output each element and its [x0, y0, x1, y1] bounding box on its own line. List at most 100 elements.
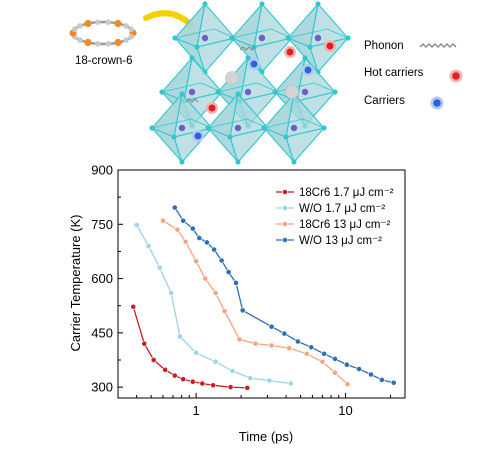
carbon-atom [95, 19, 101, 26]
data-point [332, 369, 338, 376]
vertex-atom [229, 35, 235, 41]
vertex-atom [307, 44, 313, 50]
data-point [171, 372, 178, 379]
legend-carriers-label: Carriers [364, 95, 405, 107]
series-layer [130, 204, 397, 391]
legend-swatch-marker [282, 189, 288, 195]
data-point [233, 279, 239, 286]
octahedron-icon [172, 1, 238, 75]
vertex-atom [172, 35, 178, 41]
data-point [168, 290, 174, 296]
metal-atom [201, 34, 209, 42]
carbon-atom [105, 19, 111, 26]
data-point [287, 380, 294, 387]
cation-sphere-icon [225, 71, 239, 85]
series-line [174, 207, 394, 384]
data-point [202, 275, 209, 282]
data-point [182, 238, 189, 245]
data-point [130, 303, 137, 310]
data-point [189, 225, 196, 232]
vertex-atom [227, 134, 233, 140]
series-2 [160, 217, 351, 388]
octahedron-edge [151, 118, 192, 129]
data-point [180, 376, 187, 383]
vertex-atom [291, 159, 297, 165]
plot-frame [117, 169, 406, 399]
vertex-atom [179, 159, 185, 165]
blue-sphere-icon [430, 96, 444, 110]
data-point [218, 257, 225, 264]
series-3 [171, 204, 397, 386]
octahedron-edge [313, 82, 336, 93]
data-point [193, 349, 199, 356]
data-point [211, 246, 217, 253]
legend-phonon-label: Phonon [364, 40, 404, 52]
data-point [174, 226, 181, 233]
data-point [266, 377, 273, 384]
vertex-atom [345, 35, 351, 41]
y-axis-title: Carrier Temperature (K) [68, 214, 83, 351]
vertex-atom [272, 89, 278, 95]
data-point [239, 307, 246, 314]
oxygen-atom [114, 38, 122, 47]
data-point [244, 384, 251, 391]
molecule-label: 18-crown-6 [75, 55, 133, 67]
data-point [203, 239, 210, 246]
data-point [378, 376, 385, 383]
legend-entry-label: 18Cr6 13 μJ cm⁻² [299, 219, 390, 231]
data-point [227, 384, 234, 390]
y-tick-label: 750 [91, 217, 113, 232]
data-point [199, 380, 206, 387]
data-point [150, 357, 157, 363]
vertex-atom [302, 55, 308, 61]
data-point [193, 258, 199, 265]
legend-entry-label: 18Cr6 1.7 μJ cm⁻² [299, 187, 394, 199]
data-point [221, 308, 228, 314]
octahedron-face [285, 127, 326, 164]
red-sphere-icon [449, 69, 463, 83]
vertex-atom [245, 55, 251, 61]
vertex-atom [205, 125, 211, 131]
metal-atom [258, 34, 266, 42]
legend-swatch-marker [282, 221, 288, 227]
metal-atom [290, 124, 298, 132]
octahedron-edge [263, 118, 304, 129]
carbon-atom [95, 41, 101, 47]
x-tick-label: 1 [193, 403, 200, 418]
data-point [247, 375, 254, 381]
carrier-sphere-icon [250, 60, 258, 68]
carbon-atom [72, 26, 78, 32]
data-point [286, 345, 293, 351]
carbon-atom [128, 26, 134, 32]
carbon-atom [77, 23, 83, 29]
metal-atom [244, 88, 252, 96]
oxygen-atom [114, 19, 122, 28]
data-point [180, 217, 187, 224]
axis-ticks: 300 450 600 750 900 1 10 [91, 163, 392, 418]
octahedron-edge [326, 28, 349, 39]
vertex-atom [171, 134, 177, 140]
octahedron-edge [287, 28, 328, 39]
x-axis-title: Time (ps) [239, 429, 293, 444]
carrier-sphere-icon [194, 132, 202, 140]
data-point [210, 382, 217, 389]
series-1 [133, 222, 294, 387]
data-point [319, 358, 326, 365]
legend-entry-label: W/O 13 μJ cm⁻² [299, 235, 382, 247]
vertex-atom [259, 1, 265, 7]
data-point [252, 340, 259, 347]
y-tick-label: 450 [91, 325, 113, 340]
carrier-sphere-icon [304, 66, 312, 74]
data-point [156, 264, 163, 271]
carbon-atom [123, 23, 129, 29]
metal-atom [234, 124, 242, 132]
oxygen-atom [84, 38, 92, 47]
vertex-atom [194, 44, 200, 50]
data-point [268, 323, 275, 330]
carbon-atom [77, 37, 83, 43]
vertex-atom [235, 91, 241, 97]
data-point [332, 355, 338, 362]
data-point [141, 340, 148, 347]
vertex-atom [261, 125, 267, 131]
